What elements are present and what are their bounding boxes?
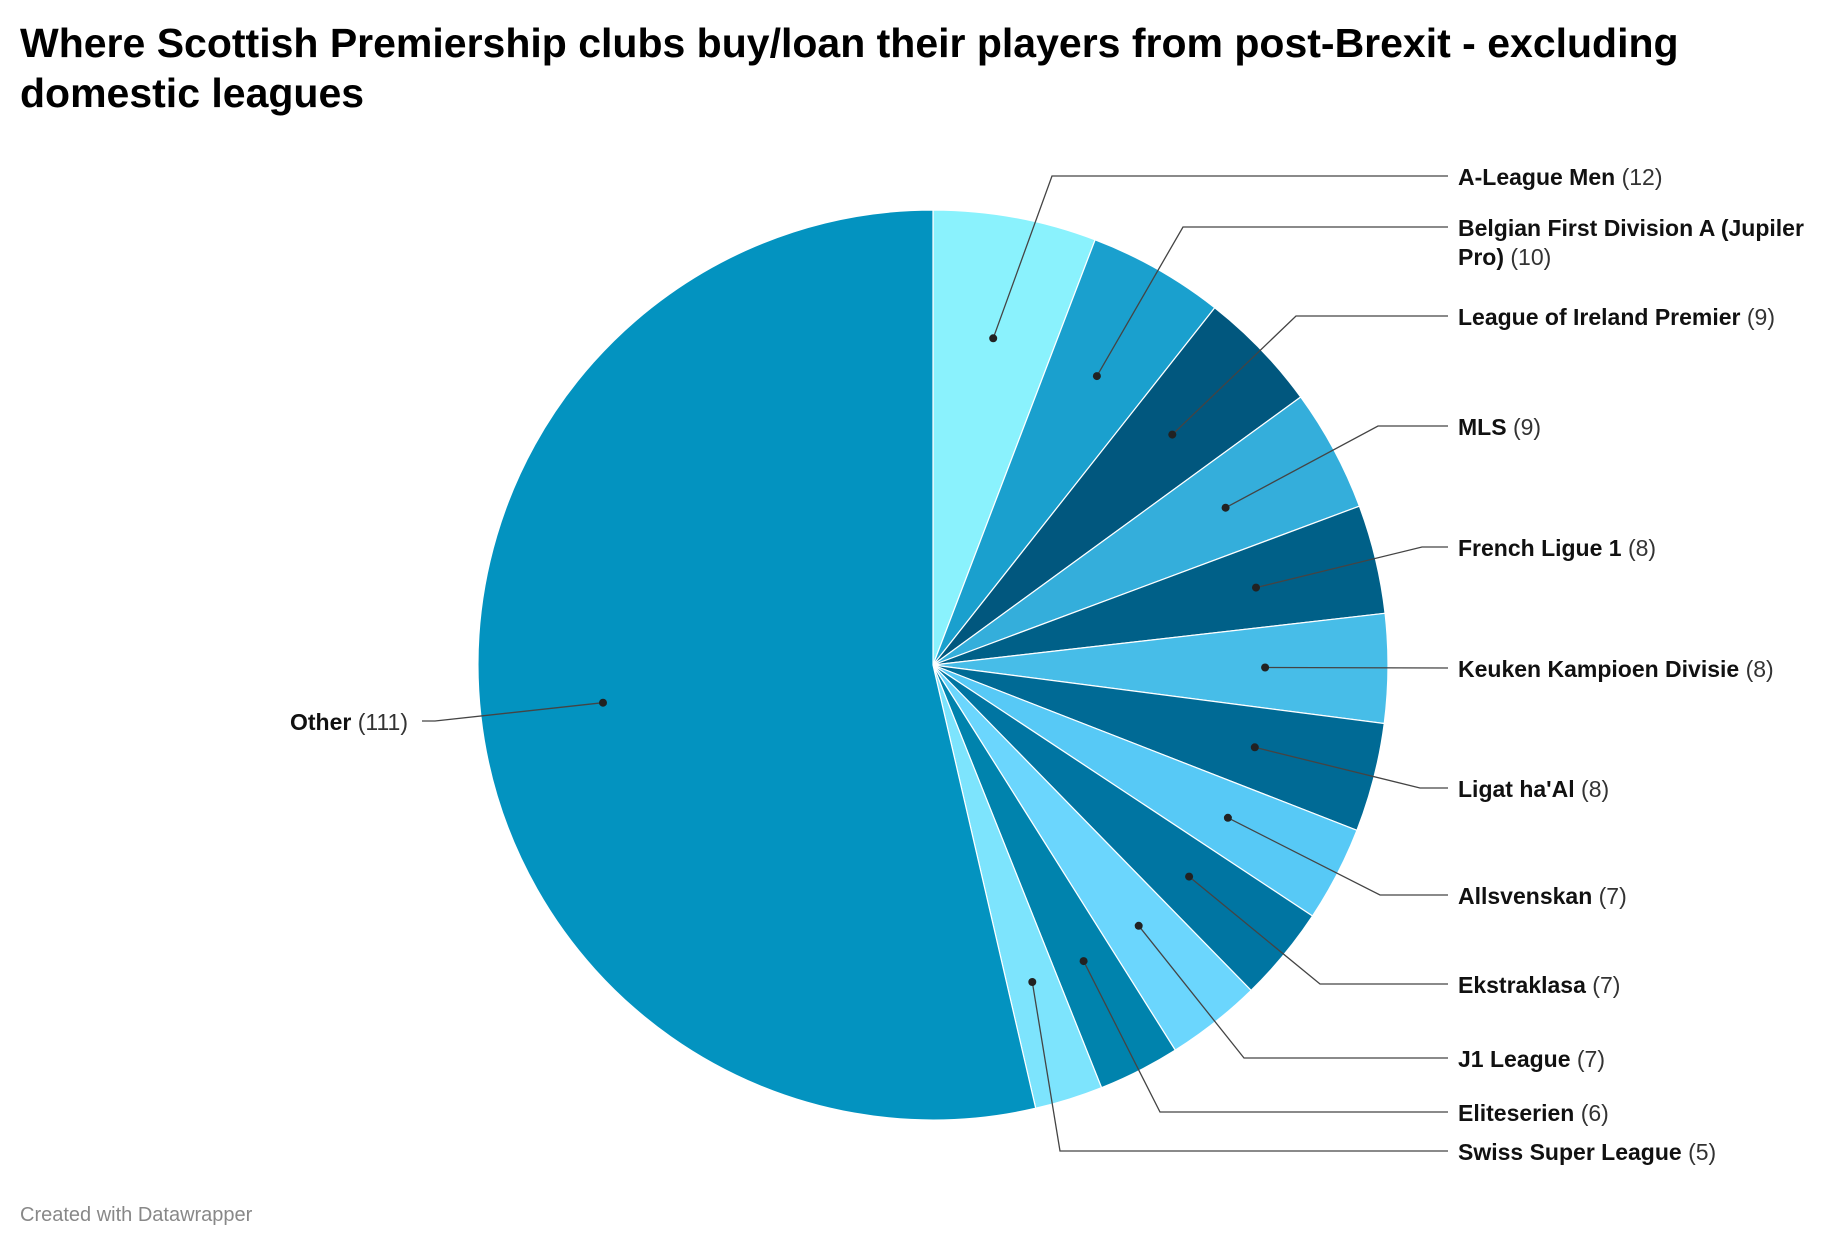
- slice-label: League of Ireland Premier (9): [1458, 304, 1775, 330]
- leader-line: [1225, 425, 1448, 509]
- slice-label: Belgian First Division A (Jupiler Pro) (1…: [1458, 215, 1804, 270]
- leader-dot: [989, 334, 998, 343]
- pie-slice: [477, 209, 1037, 1121]
- slice-label-name: Ekstraklasa: [1458, 972, 1586, 998]
- slice-label: Other (111): [290, 709, 408, 735]
- slice-label-name: MLS: [1458, 414, 1507, 440]
- slice-label: Ligat ha'Al (8): [1458, 776, 1609, 802]
- leader-dot: [1092, 372, 1101, 381]
- footer-credit: Created with Datawrapper: [20, 1204, 253, 1226]
- leader-dot: [1221, 503, 1230, 512]
- slice-label-name: J1 League: [1458, 1046, 1571, 1072]
- slice-label: French Ligue 1 (8): [1458, 535, 1656, 561]
- slice-label-name: A-League Men: [1458, 164, 1615, 190]
- slice-label-value: (8): [1739, 656, 1774, 682]
- pie-leader-lines: [422, 175, 1449, 1152]
- leader-dot: [1079, 957, 1088, 966]
- slice-label: Eliteserien (6): [1458, 1100, 1609, 1126]
- slice-label: MLS (9): [1458, 414, 1541, 440]
- slice-label: Allsvenskan (7): [1458, 883, 1627, 909]
- slice-label-value: (9): [1740, 304, 1775, 330]
- slice-label-value: (5): [1682, 1139, 1717, 1165]
- slice-label-name: Swiss Super League: [1458, 1139, 1682, 1165]
- leader-dot: [1028, 978, 1037, 986]
- slice-label: Ekstraklasa (7): [1458, 972, 1620, 998]
- slice-label-value: (7): [1571, 1046, 1606, 1072]
- slice-label-value: (111): [351, 709, 408, 735]
- leader-line: [992, 175, 1448, 339]
- leader-dot: [1185, 872, 1194, 881]
- leader-line: [1171, 315, 1448, 436]
- slice-label-value: (8): [1622, 535, 1657, 561]
- leader-line: [1254, 746, 1448, 789]
- slice-label-name: Keuken Kampioen Divisie: [1458, 656, 1739, 682]
- leader-line: [1138, 925, 1448, 1059]
- slice-label-name: League of Ireland Premier: [1458, 304, 1741, 330]
- slice-label-value: (12): [1615, 164, 1662, 190]
- leader-line: [1096, 226, 1448, 377]
- slice-label-name: French Ligue 1: [1458, 535, 1622, 561]
- slice-label-name: Other: [290, 709, 351, 735]
- slice-label-value: (7): [1592, 883, 1627, 909]
- pie-slice: [932, 209, 1096, 666]
- slice-label-name: Allsvenskan: [1458, 883, 1592, 909]
- slice-label-value: (10): [1504, 244, 1551, 270]
- leader-dot: [1223, 813, 1232, 822]
- slice-label-value: (7): [1586, 972, 1621, 998]
- slice-label-name: Pro): [1458, 244, 1504, 270]
- slice-label-name: Eliteserien: [1458, 1100, 1574, 1126]
- pie-slices: [477, 209, 1389, 1121]
- leader-line: [1265, 666, 1449, 669]
- slice-label-name: Ligat ha'Al: [1458, 776, 1575, 802]
- leader-line: [1227, 817, 1448, 896]
- slice-label-value: (9): [1507, 414, 1542, 440]
- slice-label: Swiss Super League (5): [1458, 1139, 1716, 1165]
- pie-labels: A-League Men (12) Belgian First Division …: [290, 164, 1804, 1165]
- slice-label: J1 League (7): [1458, 1046, 1605, 1072]
- leader-dot: [599, 698, 607, 707]
- leader-line: [422, 702, 604, 722]
- slice-label-value: (6): [1574, 1100, 1609, 1126]
- leader-line: [1031, 981, 1448, 1152]
- leader-dot: [1261, 663, 1270, 672]
- slice-label: Keuken Kampioen Divisie (8): [1458, 656, 1774, 682]
- leader-line: [1188, 876, 1448, 985]
- leader-line: [1083, 960, 1448, 1113]
- leader-line: [1255, 546, 1448, 589]
- leader-dot: [1168, 430, 1177, 439]
- chart-title: Where Scottish Premiership clubs buy/loa…: [20, 20, 1679, 116]
- leader-dot: [1134, 921, 1143, 930]
- leader-dot: [1250, 743, 1259, 752]
- slice-label: A-League Men (12): [1458, 164, 1662, 190]
- slice-label-name: Belgian First Division A (Jupiler: [1458, 215, 1804, 241]
- leader-dot: [1252, 583, 1260, 592]
- slice-label-value: (8): [1575, 776, 1610, 802]
